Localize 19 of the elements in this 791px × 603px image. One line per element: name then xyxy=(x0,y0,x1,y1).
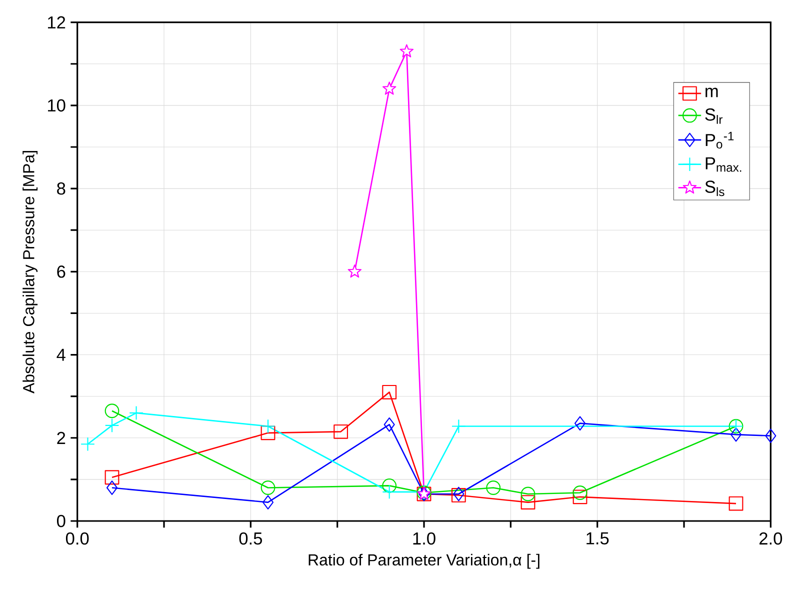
x-axis-title: Ratio of Parameter Variation,α [-] xyxy=(308,554,540,569)
x-tick-label: 2.0 xyxy=(760,532,782,545)
legend-label: S$_{lr}$ xyxy=(705,108,723,124)
legend-label: m xyxy=(706,88,718,98)
x-tick-label: 0.5 xyxy=(239,532,262,545)
y-tick-label: 2 xyxy=(57,432,66,444)
legend-label: P$_{max.}$ xyxy=(706,157,742,172)
y-axis-title: Absolute Capillary Pressure [MPa] xyxy=(22,151,38,394)
y-tick-label: 12 xyxy=(48,16,66,28)
y-tick-label: 6 xyxy=(57,266,66,278)
legend-label: S$_{ls}$ xyxy=(705,180,724,196)
x-tick-label: 0.0 xyxy=(66,532,89,545)
x-tick-label: 1.0 xyxy=(413,532,436,545)
legend-label: P$_{o}$-1 xyxy=(706,132,734,149)
x-tick-label: 1.5 xyxy=(586,532,609,544)
y-tick-label: 10 xyxy=(48,99,66,112)
y-tick-label: 4 xyxy=(56,348,66,361)
y-tick-label: 0 xyxy=(56,514,66,528)
y-tick-label: 8 xyxy=(57,182,66,195)
